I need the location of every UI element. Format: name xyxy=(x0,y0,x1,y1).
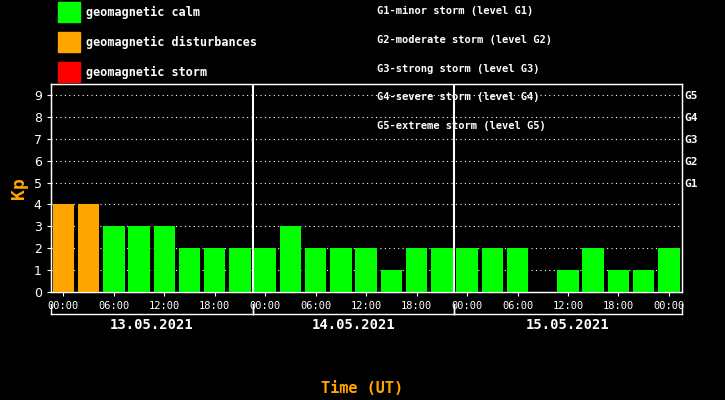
Bar xyxy=(305,248,326,292)
Bar xyxy=(658,248,679,292)
Bar xyxy=(558,270,579,292)
Bar xyxy=(229,248,251,292)
Bar xyxy=(507,248,529,292)
Text: G4-severe storm (level G4): G4-severe storm (level G4) xyxy=(377,92,539,102)
Bar xyxy=(330,248,352,292)
Text: G1-minor storm (level G1): G1-minor storm (level G1) xyxy=(377,6,534,16)
Text: 14.05.2021: 14.05.2021 xyxy=(312,318,395,332)
Bar xyxy=(53,204,74,292)
Text: 13.05.2021: 13.05.2021 xyxy=(109,318,194,332)
Bar xyxy=(78,204,99,292)
Text: G3-strong storm (level G3): G3-strong storm (level G3) xyxy=(377,64,539,74)
Text: G5-extreme storm (level G5): G5-extreme storm (level G5) xyxy=(377,121,546,131)
Text: geomagnetic disturbances: geomagnetic disturbances xyxy=(86,36,257,48)
Text: 15.05.2021: 15.05.2021 xyxy=(526,318,610,332)
Bar xyxy=(280,226,301,292)
Bar xyxy=(608,270,629,292)
Bar xyxy=(582,248,604,292)
Bar xyxy=(406,248,427,292)
Bar xyxy=(103,226,125,292)
Bar xyxy=(481,248,503,292)
Y-axis label: Kp: Kp xyxy=(10,177,28,199)
Bar xyxy=(154,226,175,292)
Bar xyxy=(431,248,452,292)
Bar xyxy=(179,248,200,292)
Bar xyxy=(254,248,276,292)
Text: geomagnetic calm: geomagnetic calm xyxy=(86,6,199,18)
Text: G2-moderate storm (level G2): G2-moderate storm (level G2) xyxy=(377,35,552,45)
Bar xyxy=(128,226,150,292)
Bar xyxy=(456,248,478,292)
Bar xyxy=(355,248,377,292)
Bar xyxy=(381,270,402,292)
Text: Time (UT): Time (UT) xyxy=(321,381,404,396)
Bar xyxy=(204,248,225,292)
Text: geomagnetic storm: geomagnetic storm xyxy=(86,66,207,78)
Bar xyxy=(633,270,655,292)
